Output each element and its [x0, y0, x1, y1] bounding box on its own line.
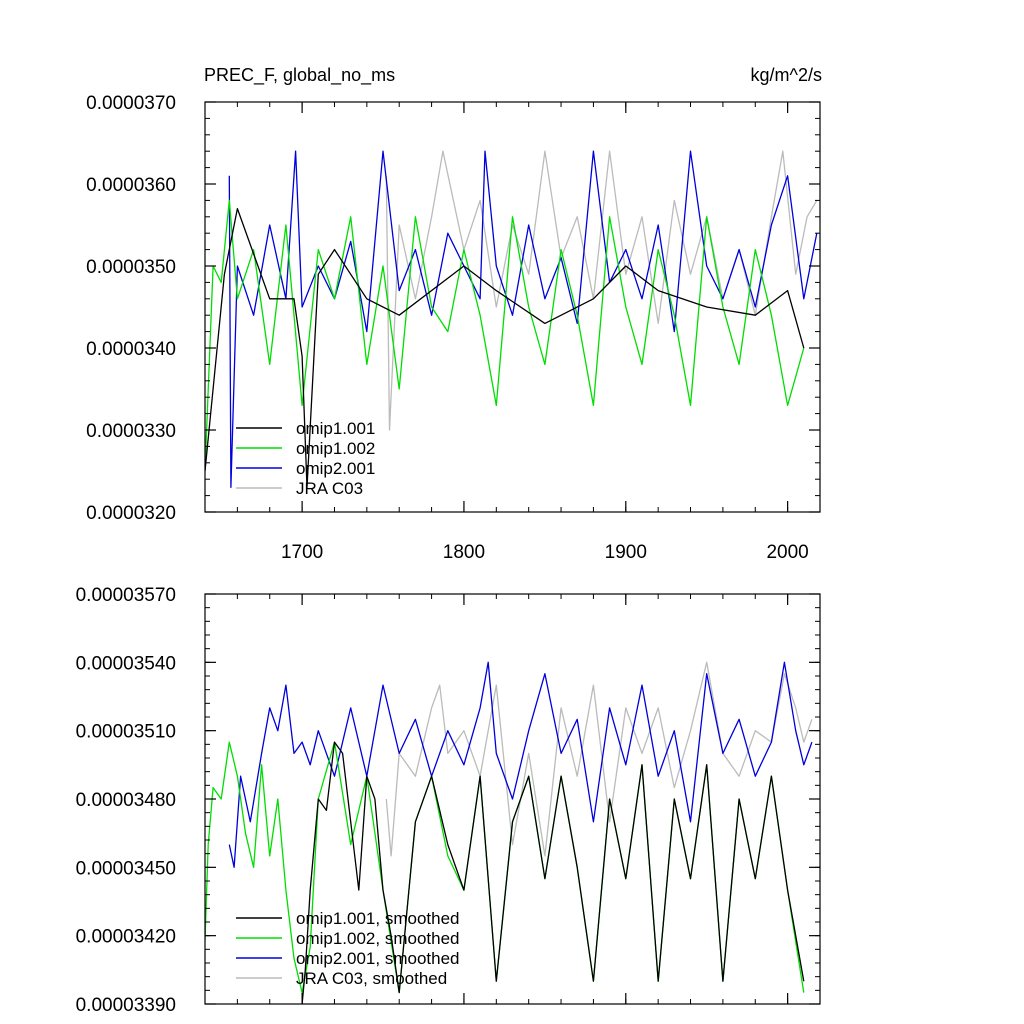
top-title-left: PREC_F, global_no_ms — [204, 65, 395, 86]
legend-label: omip1.002 — [296, 439, 375, 458]
y-tick-label: 0.0000350 — [86, 257, 176, 278]
series-line-omip1-001-smoothed — [301, 741, 805, 1004]
y-tick-label: 0.0000360 — [86, 175, 176, 196]
series-line-omip2-001-smoothed — [228, 661, 813, 868]
y-tick-label: 0.00003480 — [76, 790, 176, 811]
series-line-jra-c03-smoothed — [385, 661, 813, 857]
y-tick-label: 0.0000370 — [86, 93, 176, 114]
x-tick-label: 1800 — [443, 542, 485, 563]
plot-frame — [204, 101, 821, 513]
legend-label: JRA C03, smoothed — [296, 969, 447, 988]
top-title-right: kg/m^2/s — [751, 65, 822, 85]
legend-label: omip2.001 — [296, 459, 375, 478]
legend-label: omip1.002, smoothed — [296, 929, 460, 948]
legend-label: omip2.001, smoothed — [296, 949, 460, 968]
top-panel: PREC_F, global_no_ms kg/m^2/s 0.0000320 0… — [86, 65, 822, 563]
y-tick-label: 0.00003570 — [76, 585, 176, 606]
y-tick-label: 0.00003390 — [76, 995, 176, 1016]
y-tick-label: 0.00003540 — [76, 653, 176, 674]
x-tick-label: 1700 — [281, 542, 323, 563]
y-tick-label: 0.00003420 — [76, 927, 176, 948]
x-tick-label: 1900 — [605, 542, 647, 563]
y-tick-label: 0.00003510 — [76, 722, 176, 743]
y-tick-label: 0.0000330 — [86, 421, 176, 442]
legend-label: omip1.001 — [296, 419, 375, 438]
bottom-panel: 0.00003390 0.00003420 0.00003450 0.00003480… — [76, 585, 821, 1016]
series-line-omip2-001 — [228, 150, 818, 489]
legend-label: JRA C03 — [296, 479, 363, 498]
legend-label: omip1.001, smoothed — [296, 909, 460, 928]
x-tick-label: 2000 — [766, 542, 808, 563]
y-tick-label: 0.00003450 — [76, 858, 176, 879]
series-line-jra-c03 — [385, 150, 818, 431]
y-tick-label: 0.0000340 — [86, 339, 176, 360]
series-line-omip1-001 — [205, 207, 805, 489]
series-line-omip1-002 — [205, 199, 805, 472]
y-tick-label: 0.0000320 — [86, 503, 176, 524]
